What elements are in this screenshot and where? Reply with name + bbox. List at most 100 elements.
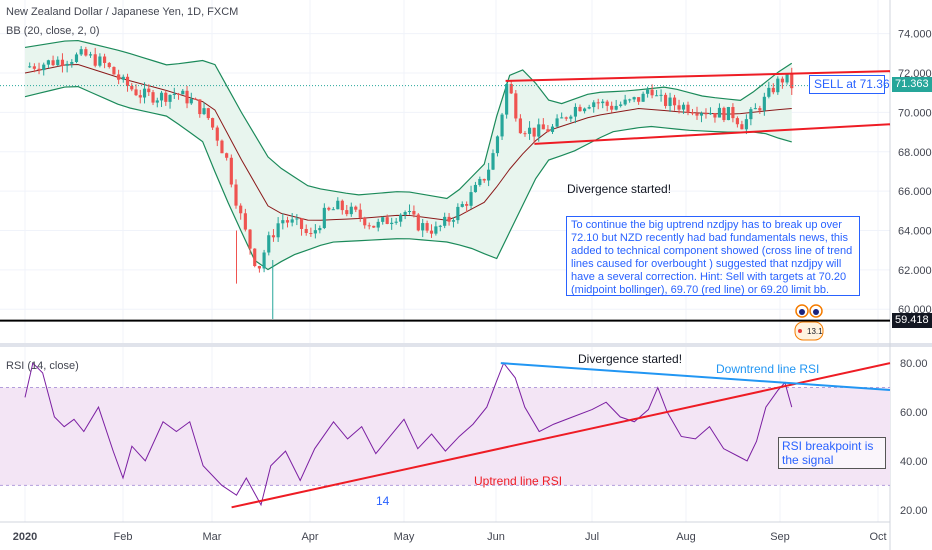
candle-body	[708, 113, 713, 115]
candle-body	[239, 205, 243, 214]
rsi-indicator-label[interactable]: RSI (14, close)	[6, 360, 79, 372]
candle-body	[555, 118, 559, 127]
symbol-title: New Zealand Dollar / Japanese Yen, 1D, F…	[6, 6, 239, 18]
candle-body	[704, 113, 708, 115]
price-tick-label: 70.000	[898, 107, 932, 119]
rsi-tick-label: 40.00	[900, 456, 928, 468]
candle-body	[65, 63, 69, 66]
candle-body	[560, 117, 564, 119]
candle-body	[753, 108, 757, 110]
candle-body	[407, 210, 412, 213]
candle-body	[51, 60, 55, 66]
candle-body	[84, 49, 88, 56]
candle-body	[569, 116, 573, 119]
candle-body	[460, 204, 464, 207]
candle-body	[168, 94, 172, 102]
candle-body	[234, 184, 238, 206]
candle-body	[117, 74, 121, 80]
axes: 74.00072.00070.00068.00066.00064.00062.0…	[13, 29, 932, 543]
candle-body	[390, 222, 394, 224]
candle-body	[74, 54, 79, 63]
price-tick-label: 68.000	[898, 147, 932, 159]
candle-body	[573, 106, 577, 117]
candle-body	[331, 209, 335, 211]
candle-body	[70, 62, 74, 64]
candle-body	[749, 109, 753, 120]
candle-body	[532, 127, 536, 137]
candle-body	[159, 92, 164, 101]
price-tick-label: 64.000	[898, 225, 932, 237]
candle-body	[686, 104, 690, 113]
candle-body	[434, 226, 438, 234]
candle-body	[601, 101, 605, 104]
time-tick-label: 2020	[13, 531, 37, 543]
candle-body	[107, 62, 111, 67]
candle-body	[578, 106, 582, 112]
candle-body	[744, 119, 748, 130]
candle-body	[518, 118, 522, 134]
candle-body	[151, 92, 155, 103]
candle-body	[500, 114, 504, 137]
candle-body	[762, 96, 766, 111]
bb-indicator-label[interactable]: BB (20, close, 2, 0)	[6, 25, 100, 37]
candle-body	[637, 97, 641, 102]
candle-body	[376, 221, 380, 228]
rsi-breakpoint-note: RSI breakpoint is the signal	[778, 437, 886, 469]
candle-body	[641, 93, 645, 102]
level-price-tag: 59.418	[892, 313, 932, 328]
emoji-count: 13.1	[807, 327, 823, 336]
rsi-tick-label: 60.00	[900, 407, 928, 419]
price-tick-label: 66.000	[898, 186, 932, 198]
time-tick-label: Oct	[869, 531, 886, 543]
candle-body	[790, 73, 794, 89]
candle-body	[677, 105, 681, 110]
candle-body	[155, 100, 159, 103]
candle-body	[198, 99, 202, 115]
rsi-trendline-downtrend-rsi	[500, 362, 891, 391]
candle-body	[514, 93, 518, 119]
price-tick-label: 62.000	[898, 265, 932, 277]
candle-body	[650, 89, 654, 96]
candle-body	[740, 124, 744, 130]
rsi-line	[24, 362, 793, 507]
candle-body	[46, 60, 50, 65]
candle-body	[690, 112, 695, 114]
candle-body	[385, 217, 389, 224]
candle-body	[655, 95, 659, 97]
candle-body	[309, 233, 313, 235]
candle-body	[505, 84, 509, 115]
candle-body	[206, 108, 210, 119]
candle-body	[443, 216, 447, 226]
candle-body	[220, 140, 224, 154]
time-tick-label: May	[394, 531, 415, 543]
price-panel	[0, 39, 891, 322]
candle-body	[523, 133, 527, 135]
candle-body	[456, 206, 460, 221]
candle-body	[695, 113, 699, 116]
panel-separator	[0, 343, 932, 347]
candle-body	[313, 230, 317, 234]
candle-body	[225, 153, 229, 158]
candle-body	[262, 252, 266, 269]
candle-body	[229, 157, 233, 185]
candle-body	[780, 78, 784, 83]
candle-body	[336, 200, 340, 210]
candle-body	[583, 108, 587, 112]
divergence-price-label: Divergence started!	[567, 182, 672, 196]
divergence-rsi-label: Divergence started!	[578, 352, 683, 366]
candle-body	[42, 64, 46, 71]
rsi-band	[0, 387, 890, 486]
candle-body	[699, 113, 704, 116]
candle-body	[372, 225, 376, 228]
time-tick-label: Feb	[114, 531, 133, 543]
candle-body	[193, 98, 198, 100]
candle-body	[267, 235, 271, 253]
candle-body	[322, 207, 326, 229]
candle-body	[416, 214, 420, 231]
emoji-reaction-icon[interactable]: 13.1	[792, 304, 826, 344]
candle-body	[394, 221, 398, 223]
candle-body	[295, 218, 299, 220]
candle-body	[465, 204, 469, 206]
time-tick-label: Jun	[487, 531, 505, 543]
time-tick-label: Aug	[676, 531, 696, 543]
